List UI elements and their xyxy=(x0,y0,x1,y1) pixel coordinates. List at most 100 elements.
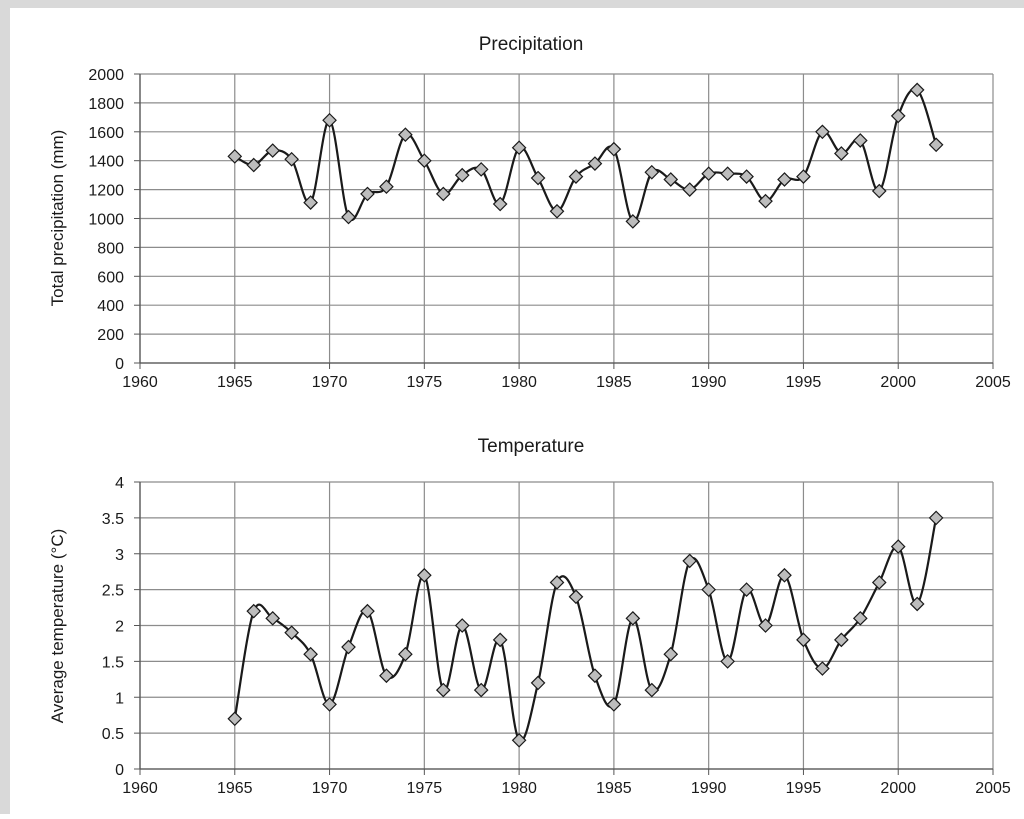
temperature-y-axis-label: Average temperature (°C) xyxy=(48,529,67,724)
precipitation-data-point xyxy=(303,195,318,210)
precipitation-data-point xyxy=(682,182,698,197)
temperature-data-point xyxy=(246,603,262,619)
temperature-data-point xyxy=(587,668,603,684)
precipitation-data-point xyxy=(549,203,565,219)
precipitation-data-point xyxy=(720,166,735,182)
precipitation-y-axis-label: Total precipitation (mm) xyxy=(48,130,67,307)
temperature-data-point xyxy=(606,697,622,712)
precipitation-data-point xyxy=(341,209,356,225)
temperature-data-point xyxy=(796,632,811,648)
precipitation-y-tick-label: 0 xyxy=(115,356,124,373)
temperature-data-point xyxy=(360,603,375,619)
precipitation-data-point xyxy=(454,167,470,183)
temperature-data-point xyxy=(777,567,792,583)
precipitation-x-tick-label: 1980 xyxy=(501,374,537,391)
precipitation-y-tick-label: 600 xyxy=(97,269,124,286)
precipitation-data-point xyxy=(398,127,413,143)
temperature-data-point xyxy=(322,697,337,712)
temperature-data-point xyxy=(758,618,773,633)
temperature-x-tick-label: 2000 xyxy=(880,780,916,797)
temperature-data-point xyxy=(871,575,887,590)
figure-border-left xyxy=(0,0,10,814)
temperature-data-point xyxy=(644,682,660,698)
temperature-data-point xyxy=(303,646,318,662)
temperature-y-tick-label: 1 xyxy=(115,690,124,707)
precipitation-data-point xyxy=(815,124,830,140)
precipitation-x-tick-label: 2005 xyxy=(975,374,1011,391)
temperature-y-tick-label: 0.5 xyxy=(102,726,124,743)
precipitation-data-point xyxy=(379,179,394,195)
temperature-x-tick-label: 1965 xyxy=(217,780,253,797)
precipitation-panel: Precipitation Total precipitation (mm) 0… xyxy=(48,34,1011,391)
temperature-data-point xyxy=(398,646,413,662)
precipitation-data-point xyxy=(909,82,925,98)
precipitation-data-point xyxy=(663,172,679,187)
precipitation-title: Precipitation xyxy=(479,34,584,55)
temperature-data-point xyxy=(625,610,641,626)
precipitation-data-point xyxy=(360,186,375,202)
temperature-data-point xyxy=(928,510,944,526)
precipitation-data-point xyxy=(587,156,603,171)
temperature-data-point xyxy=(815,661,830,676)
temperature-x-tick-label: 1975 xyxy=(407,780,443,797)
precipitation-data-point xyxy=(796,169,811,184)
temperature-data-point xyxy=(720,654,735,669)
temperature-data-point xyxy=(416,567,432,583)
temperature-data-point xyxy=(379,668,394,684)
precipitation-data-point xyxy=(606,141,622,157)
temperature-data-point xyxy=(701,582,717,597)
temperature-data-point xyxy=(663,646,679,662)
temperature-data-point xyxy=(890,539,906,554)
precipitation-data-point xyxy=(739,169,754,184)
precipitation-data-point xyxy=(246,157,262,173)
temperature-y-tick-label: 3.5 xyxy=(102,511,124,528)
precipitation-data-point xyxy=(322,112,337,128)
temperature-y-tick-label: 3 xyxy=(115,547,124,564)
temperature-x-tick-label: 2005 xyxy=(975,780,1011,797)
precipitation-y-tick-label: 1800 xyxy=(88,96,124,113)
temperature-y-tick-label: 1.5 xyxy=(102,654,124,671)
temperature-x-tick-label: 1980 xyxy=(501,780,537,797)
temperature-data-point xyxy=(549,575,565,590)
precipitation-y-tick-label: 1000 xyxy=(88,212,124,229)
temperature-data-point xyxy=(473,682,489,698)
precipitation-data-point xyxy=(871,183,887,199)
temperature-data-point xyxy=(435,682,451,698)
temperature-data-point xyxy=(341,639,356,655)
temperature-data-point xyxy=(682,553,698,569)
precipitation-data-point xyxy=(227,149,243,164)
precipitation-data-point xyxy=(758,193,773,209)
precipitation-x-tick-label: 1995 xyxy=(786,374,822,391)
precipitation-data-point xyxy=(644,164,660,180)
precipitation-data-point xyxy=(568,169,584,184)
temperature-data-point xyxy=(492,632,508,648)
precipitation-y-tick-label: 1600 xyxy=(88,125,124,142)
temperature-data-point xyxy=(530,675,546,691)
temperature-data-point xyxy=(568,589,584,605)
temperature-data-point xyxy=(511,732,527,748)
precipitation-data-point xyxy=(701,166,717,182)
temperature-y-tick-label: 0 xyxy=(115,762,124,779)
precipitation-data-point xyxy=(890,108,906,124)
precipitation-data-point xyxy=(435,186,451,202)
precipitation-data-point xyxy=(834,146,849,161)
temperature-x-tick-label: 1970 xyxy=(312,780,348,797)
precipitation-x-tick-label: 1960 xyxy=(122,374,158,391)
temperature-data-point xyxy=(227,711,243,727)
precipitation-x-tick-label: 1990 xyxy=(691,374,727,391)
precipitation-data-point xyxy=(265,143,281,158)
temperature-data-point xyxy=(454,618,470,633)
temperature-x-tick-label: 1960 xyxy=(122,780,158,797)
precipitation-y-tick-label: 400 xyxy=(97,298,124,315)
precipitation-y-tick-label: 2000 xyxy=(88,67,124,84)
precipitation-series-line xyxy=(234,87,938,223)
precipitation-y-tick-label: 200 xyxy=(97,327,124,344)
precipitation-data-point xyxy=(284,151,299,167)
precipitation-data-point xyxy=(625,214,641,229)
precipitation-y-tick-label: 1400 xyxy=(88,154,124,171)
precipitation-x-tick-label: 1965 xyxy=(217,374,253,391)
temperature-y-tick-label: 2 xyxy=(115,619,124,636)
temperature-title: Temperature xyxy=(478,436,585,457)
